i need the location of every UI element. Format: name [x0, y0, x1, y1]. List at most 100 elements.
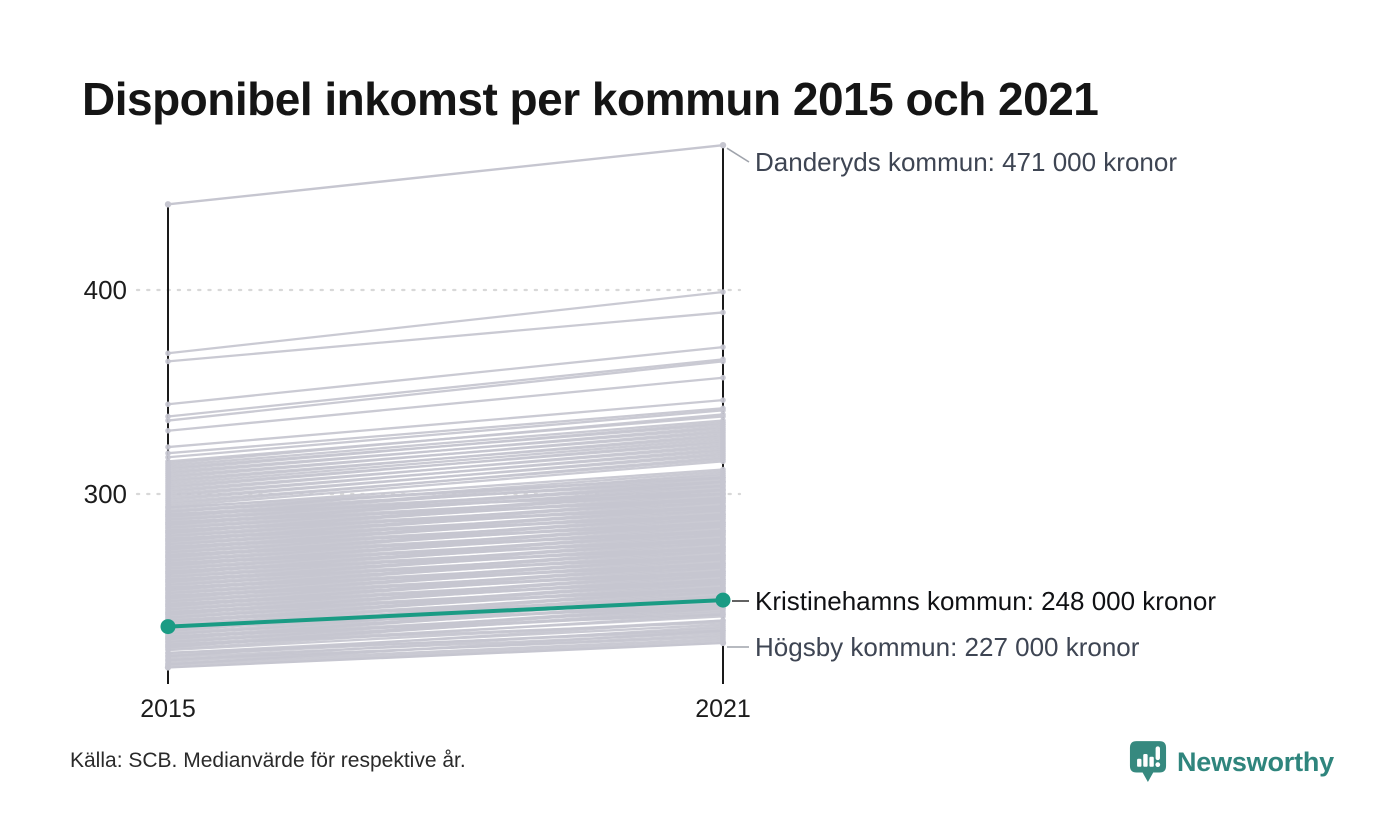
slope-point [720, 419, 726, 426]
slope-point [720, 454, 726, 461]
slope-point [720, 623, 726, 630]
slope-line [167, 419, 724, 467]
slope-line [167, 521, 724, 567]
slope-point [165, 595, 171, 602]
slope-line [167, 452, 724, 502]
slope-point [720, 631, 726, 638]
slope-line [167, 629, 724, 666]
slope-line [167, 376, 724, 432]
slope-line [167, 537, 724, 584]
slope-line [167, 456, 724, 506]
slope-point [165, 546, 171, 553]
slope-line [167, 554, 724, 600]
slope-point [720, 487, 726, 493]
slope-point [720, 289, 726, 295]
slope-point [720, 491, 726, 497]
slope-point [165, 603, 171, 610]
slope-point [165, 522, 171, 528]
slope-point [720, 458, 726, 465]
slope-point [720, 585, 726, 591]
slope-point [165, 657, 171, 664]
slope-line [167, 513, 724, 559]
slope-point [720, 411, 726, 418]
slope-point [720, 374, 726, 381]
endpoint-2015 [164, 664, 172, 671]
slope-line-annotated [167, 641, 724, 669]
slope-point [165, 454, 171, 461]
slope-line [167, 421, 724, 471]
slope-point [165, 417, 171, 424]
slope-line [167, 413, 724, 465]
slope-line [167, 529, 724, 576]
slope-line [167, 345, 724, 406]
source-note: Källa: SCB. Medianvärde för respektive å… [70, 749, 466, 772]
slope-line [167, 358, 724, 418]
slope-line [167, 639, 724, 667]
y-axis-tick-400: 400 [83, 275, 127, 305]
chart-title: Disponibel inkomst per kommun 2015 och 2… [82, 73, 1099, 125]
endpoint-2021 [715, 592, 731, 608]
slope-point [720, 627, 726, 634]
slope-point [720, 503, 726, 510]
endpoint-2021 [719, 141, 727, 149]
slope-point [720, 495, 726, 501]
slope-point [165, 504, 171, 511]
slope-line [167, 443, 724, 494]
slope-line [167, 290, 724, 355]
slope-point [720, 397, 726, 403]
slope-line [167, 460, 724, 508]
slope-point [720, 423, 726, 430]
slope-line [167, 603, 724, 649]
slope-line [167, 480, 724, 513]
slope-line [167, 429, 724, 479]
slope-line [167, 399, 724, 449]
slope-point [720, 407, 726, 414]
slope-line [167, 476, 724, 509]
slope-point [720, 483, 726, 489]
slope-point [720, 576, 726, 583]
slope-line [167, 562, 724, 608]
slope-point [720, 427, 726, 434]
slope-point [720, 552, 726, 558]
annotation-danderyd: Danderyds kommun: 471 000 kronor [755, 147, 1178, 177]
slope-point [165, 530, 171, 536]
slope-point [720, 568, 726, 575]
slope-point [165, 579, 171, 585]
brand-logo: Newsworthy [1129, 740, 1334, 785]
slope-line [167, 472, 724, 518]
slope-line [167, 425, 724, 475]
endpoint-2015 [160, 619, 176, 635]
slope-point [720, 450, 726, 457]
slope-line [167, 578, 724, 625]
slope-point [165, 571, 171, 577]
endpoint-2015 [164, 201, 172, 208]
endpoint-2021 [719, 639, 727, 647]
annotation-hogsby: Högsby kommun: 227 000 kronor [755, 632, 1140, 662]
slope-line [167, 409, 724, 459]
slope-point [720, 358, 726, 365]
slope-point [720, 344, 726, 350]
slope-line [167, 619, 724, 658]
slope-point [720, 446, 726, 452]
slope-point [165, 611, 171, 618]
slope-point [165, 554, 171, 561]
slope-point [720, 519, 726, 526]
slope-point [165, 587, 171, 594]
x-axis-label-2021: 2021 [695, 695, 751, 723]
slope-line [167, 488, 724, 535]
slope-point [165, 350, 171, 357]
slope-line [167, 439, 724, 490]
slope-point [720, 470, 726, 477]
slope-point [720, 442, 726, 448]
slope-line [167, 437, 724, 485]
slope-line [167, 570, 724, 616]
slope-line [167, 496, 724, 543]
slope-point [720, 432, 726, 438]
slope-point [165, 450, 171, 457]
slope-point [720, 478, 726, 485]
slope-line [167, 505, 724, 551]
slope-line [167, 480, 724, 527]
slope-line [167, 545, 724, 592]
slope-point [165, 444, 171, 450]
